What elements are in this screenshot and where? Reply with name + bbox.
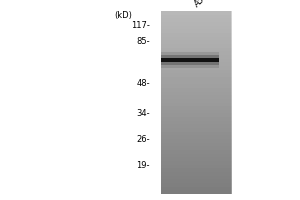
Text: 26-: 26- [136,136,150,144]
Bar [160,11,231,194]
Text: 19-: 19- [136,162,150,170]
Text: 117-: 117- [131,21,150,30]
Text: 48-: 48- [136,79,150,88]
Bar [160,55,219,65]
Text: (kD): (kD) [114,11,132,20]
Text: 85-: 85- [136,38,150,46]
Text: A549: A549 [192,0,214,9]
Text: 34-: 34- [136,109,150,118]
Bar [160,58,219,62]
Bar [160,52,219,68]
